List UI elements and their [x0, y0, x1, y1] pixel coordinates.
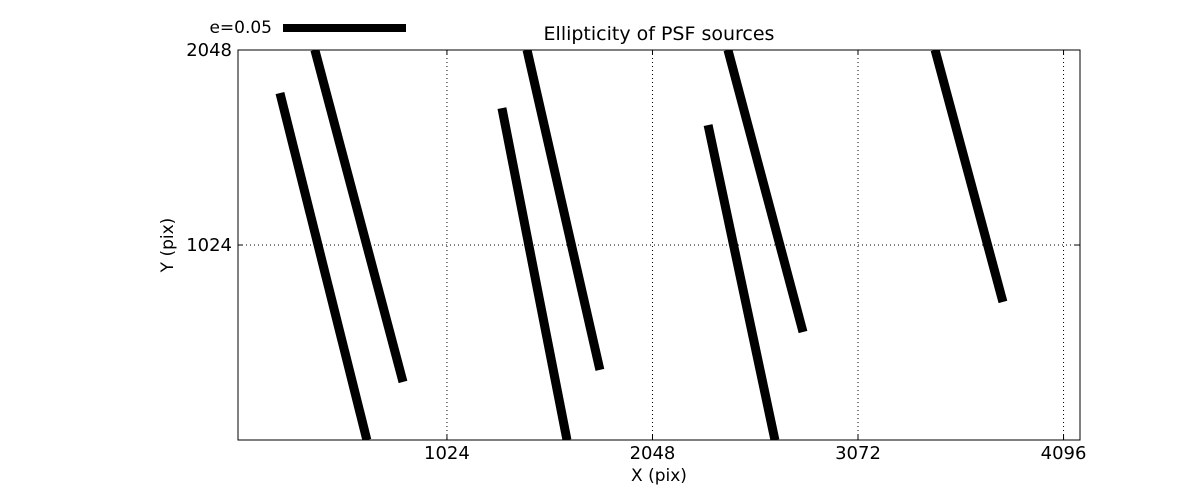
plot-title: Ellipticity of PSF sources: [544, 23, 775, 45]
ellipticity-segment: [522, 50, 605, 371]
psf-ellipticity-segments: [275, 50, 1008, 440]
y-tick-label: 1024: [186, 235, 232, 256]
y-axis-label: Y (pix): [158, 218, 178, 274]
axis-ticks: [238, 49, 1080, 440]
x-tick-label: 3072: [835, 443, 881, 464]
ellipticity-segment: [703, 124, 780, 440]
ellipticity-segment: [310, 50, 408, 384]
ellipticity-segment: [275, 91, 372, 440]
ellipticity-segment: [723, 50, 808, 334]
y-tick-label: 2048: [186, 40, 232, 61]
x-axis-label: X (pix): [631, 466, 687, 486]
x-tick-label: 2048: [630, 443, 676, 464]
tick-labels: 1024 2048 3072 4096 1024 2048: [186, 40, 1086, 464]
legend-label: e=0.05: [209, 18, 272, 38]
ellipticity-segment: [930, 50, 1008, 304]
x-tick-label: 1024: [424, 443, 470, 464]
ellipticity-segment: [497, 107, 572, 440]
x-tick-label: 4096: [1041, 443, 1087, 464]
